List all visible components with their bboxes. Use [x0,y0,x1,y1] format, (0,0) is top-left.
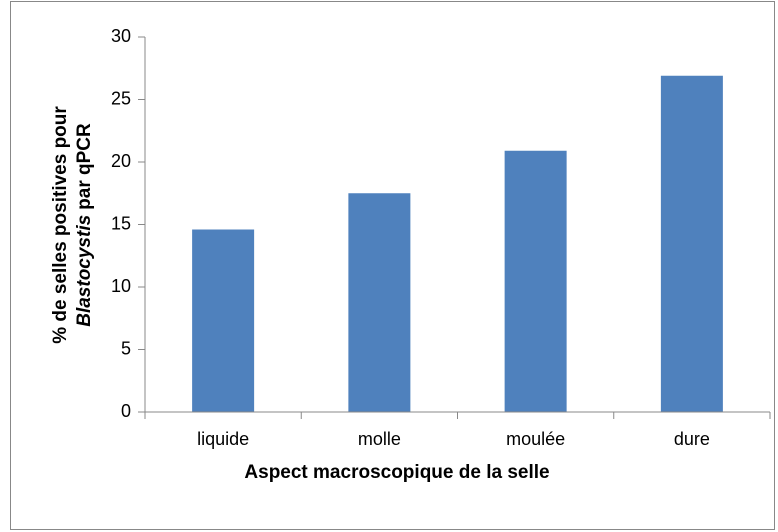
x-tick-label: moulée [506,429,565,449]
bar [192,229,255,412]
y-axis-title-line: % de selles positives pour [50,106,71,344]
x-axis-title: Aspect macroscopique de la selle [244,462,549,483]
y-axis-title-rest: par qPCR [74,123,95,210]
bar [504,150,567,412]
x-tick-label: dure [674,429,710,449]
bar [660,75,723,412]
y-tick-label: 20 [111,151,131,171]
y-axis-title-line: Blastocystis par qPCR [74,123,95,327]
x-tick-label: liquide [197,429,249,449]
y-tick-label: 10 [111,276,131,296]
y-tick-label: 0 [121,401,131,421]
bar [348,193,411,412]
x-tick-label: molle [358,429,401,449]
y-tick-label: 5 [121,338,131,358]
y-tick-label: 25 [111,88,131,108]
y-tick-label: 30 [111,26,131,46]
y-tick-label: 15 [111,213,131,233]
y-axis-title-italic: Blastocystis [74,215,95,327]
y-axis-title: % de selles positives pour Blastocystis p… [50,106,95,344]
